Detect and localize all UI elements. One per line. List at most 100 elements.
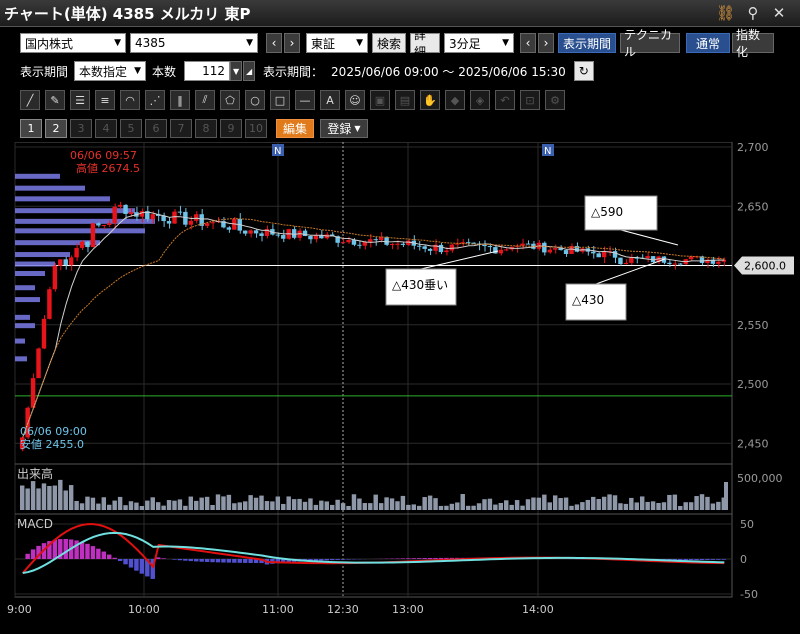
paste-icon[interactable]: ▤ (395, 90, 415, 110)
macd-histogram-bar (58, 539, 63, 559)
macd-histogram-bar (177, 559, 183, 561)
market-select[interactable]: 国内株式 ▼ (20, 33, 126, 53)
technical-button[interactable]: テクニカル (620, 28, 680, 59)
link-icon[interactable]: ⛓ (716, 4, 736, 22)
copy-icon[interactable]: ▣ (370, 90, 390, 110)
period-mode-select[interactable]: 本数指定 ▼ (74, 61, 147, 81)
erase-all-icon[interactable]: ◈ (470, 90, 490, 110)
high-time-label: 06/06 09:57 (70, 149, 137, 162)
trendline-icon[interactable]: ╱ (20, 90, 40, 110)
page-button-5[interactable]: 5 (120, 119, 142, 138)
normal-button[interactable]: 通常 (686, 33, 730, 53)
exponential-button[interactable]: 指数化 (732, 28, 774, 59)
candle-body (242, 230, 248, 234)
count-dropdown-button[interactable]: ▼ (230, 61, 243, 81)
next-interval-button[interactable]: › (538, 33, 554, 53)
macd-panel (15, 513, 732, 595)
volume-bar (324, 501, 329, 510)
undo-icon[interactable]: ↶ (495, 90, 515, 110)
vertical-lines-icon[interactable]: ‖ (170, 90, 190, 110)
text-icon[interactable]: A (320, 90, 340, 110)
count-apply-button[interactable]: ◢ (243, 61, 256, 81)
callout-pointer (620, 229, 679, 246)
circle-icon[interactable]: ○ (245, 90, 265, 110)
gann-icon[interactable]: ⫽ (195, 90, 215, 110)
page-button-4[interactable]: 4 (95, 119, 117, 138)
macd-histogram-bar (204, 559, 210, 562)
edit-button[interactable]: 編集 (276, 119, 314, 138)
lock-icon[interactable]: ⊡ (520, 90, 540, 110)
candle-body (36, 348, 41, 379)
gear-icon[interactable]: ⚙ (545, 90, 565, 110)
search-icon[interactable]: ⚲ (747, 4, 759, 22)
volume-bar (569, 505, 574, 510)
page-button-8[interactable]: 8 (195, 119, 217, 138)
volume-bar (183, 505, 188, 510)
close-icon[interactable]: ✕ (772, 4, 786, 22)
time-tick: 13:00 (392, 603, 424, 616)
pentagon-icon[interactable]: ⬠ (220, 90, 240, 110)
count-input[interactable]: 112 (184, 61, 231, 81)
candle-body (74, 247, 79, 258)
refresh-icon[interactable]: ↻ (573, 61, 594, 81)
channel-icon[interactable]: ≡ (95, 90, 115, 110)
hand-icon[interactable]: ✋ (420, 90, 440, 110)
page-button-2[interactable]: 2 (45, 119, 67, 138)
price-chart[interactable]: 2,7002,6502,6002,5502,5002,4509:0010:001… (0, 142, 800, 634)
page-button-7[interactable]: 7 (170, 119, 192, 138)
eraser-icon[interactable]: ◆ (445, 90, 465, 110)
page-button-1[interactable]: 1 (20, 119, 42, 138)
volume-bar (623, 503, 629, 510)
horizontal-line-icon[interactable]: — (295, 90, 315, 110)
macd-histogram-bar (438, 557, 444, 559)
volume-bar (694, 496, 699, 510)
register-button[interactable]: 登録 ▼ (320, 119, 368, 138)
toolbar-period: 表示期間 本数指定 ▼ 本数 112 ▼ ◢ 表示期間： 2025/06/06 0… (20, 61, 594, 81)
fibonacci-arc-icon[interactable]: ◠ (120, 90, 140, 110)
candle-body (449, 244, 455, 251)
volume-bar (476, 503, 482, 510)
ray-icon[interactable]: ✎ (45, 90, 65, 110)
macd-tick: 50 (740, 518, 754, 531)
detail-button[interactable]: 詳細 (410, 28, 440, 59)
page-button-3[interactable]: 3 (70, 119, 92, 138)
prev-interval-button[interactable]: ‹ (520, 33, 536, 53)
candle-body (264, 229, 270, 236)
volume-bar (672, 494, 678, 510)
volume-profile-bar (15, 271, 45, 276)
candle-body (368, 239, 373, 242)
macd-histogram-bar (221, 559, 226, 563)
volume-bar (259, 495, 264, 510)
candle-body (297, 230, 302, 238)
code-input[interactable]: 4385 ▼ (130, 33, 258, 53)
search-button[interactable]: 検索 (372, 33, 406, 53)
show-period-button[interactable]: 表示期間 (558, 33, 616, 53)
macd-histogram-bar (286, 559, 291, 563)
fan-icon[interactable]: ⋰ (145, 90, 165, 110)
volume-bar (373, 494, 378, 510)
parallel-lines-icon[interactable]: ☰ (70, 90, 90, 110)
volume-bar (194, 500, 199, 510)
candle-body (504, 249, 509, 251)
page-button-6[interactable]: 6 (145, 119, 167, 138)
macd-histogram-bar (123, 559, 128, 565)
next-code-button[interactable]: › (284, 33, 300, 53)
volume-profile-bar (15, 356, 27, 362)
macd-histogram-bar (79, 541, 85, 559)
prev-code-button[interactable]: ‹ (266, 33, 282, 53)
icon-stamp-icon[interactable]: ☺ (345, 90, 365, 110)
volume-bar (639, 496, 645, 510)
interval-select[interactable]: 3分足 ▼ (444, 33, 514, 53)
page-button-10[interactable]: 10 (245, 119, 267, 138)
volume-bar (25, 488, 30, 510)
candle-body (531, 243, 536, 249)
candle-body (275, 234, 281, 236)
volume-bar (482, 499, 487, 510)
page-button-9[interactable]: 9 (220, 119, 242, 138)
exchange-select[interactable]: 東証 ▼ (306, 33, 368, 53)
candle-body (678, 263, 683, 265)
rectangle-icon[interactable]: □ (270, 90, 290, 110)
range-label: 表示期間： (263, 64, 324, 79)
volume-bar (618, 503, 623, 510)
candle-body (705, 259, 710, 263)
